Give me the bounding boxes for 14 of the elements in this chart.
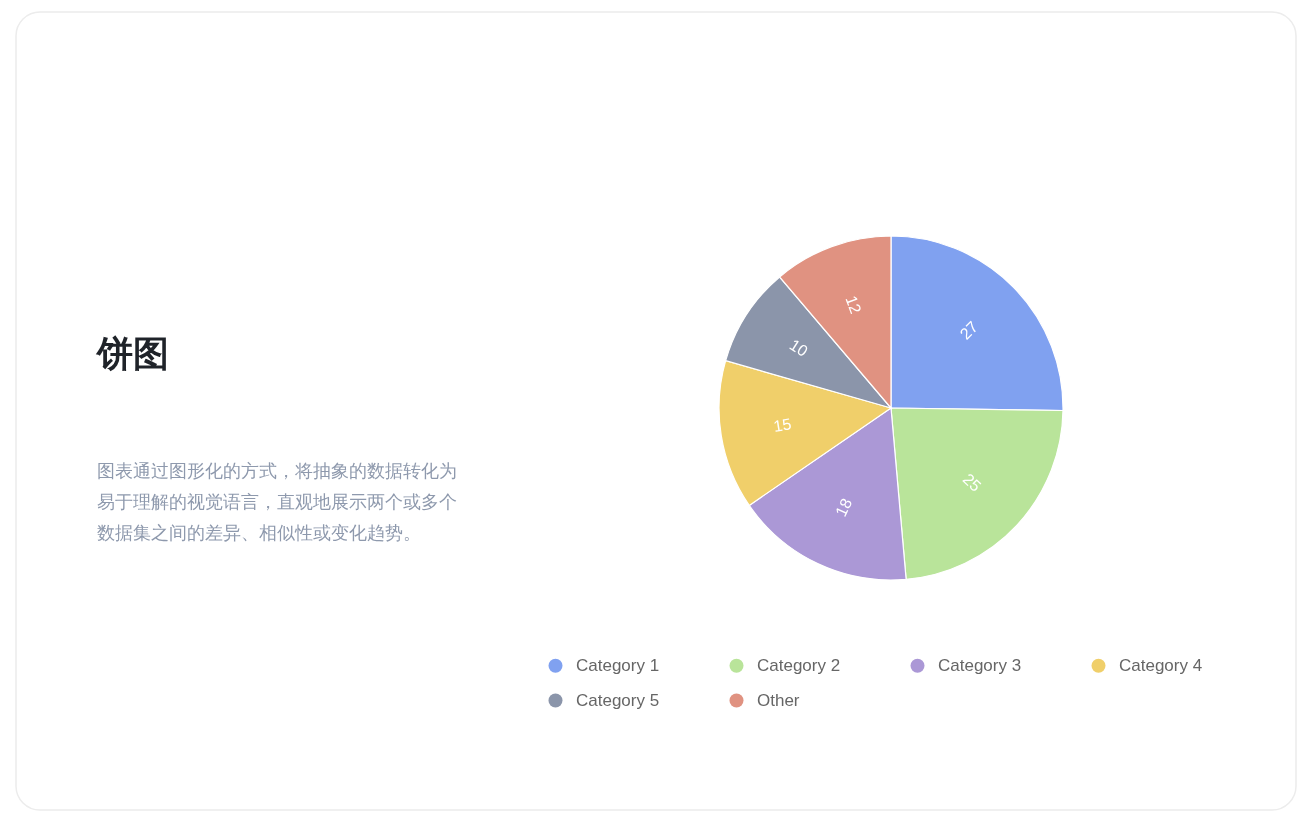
text: 饼图 [95, 333, 169, 374]
legend-label: Category 5 [576, 690, 660, 710]
data-label: 25 [959, 470, 985, 495]
data-label: 10 [786, 336, 811, 361]
legend-label: Category 4 [1119, 655, 1203, 675]
data-label: 15 [772, 415, 793, 436]
data-label: 12 [842, 293, 865, 316]
text: 图表通过图形化的方式，将抽象的数据转化为易于理解的视觉语言，直观地展示两个或多个数据集之间的差异、相似性或变化趋势。 [97, 460, 457, 543]
legend-label: Other [757, 690, 800, 710]
data-label: 27 [956, 318, 982, 343]
legend-label: Category 3 [938, 655, 1022, 675]
legend-label: Category 1 [576, 655, 660, 675]
legend-label: Category 2 [757, 655, 841, 675]
data-label: 18 [832, 495, 856, 519]
